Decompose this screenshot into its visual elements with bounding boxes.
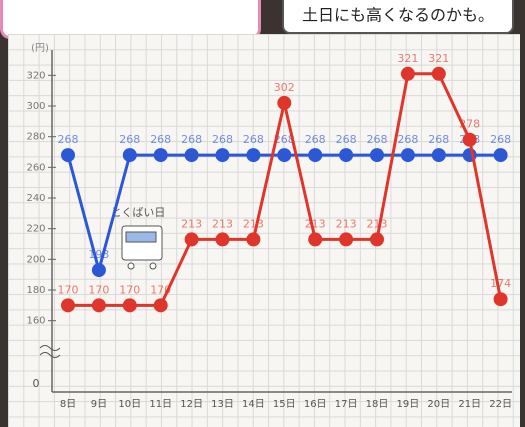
point	[215, 232, 230, 247]
value-label: 268	[305, 133, 326, 146]
point	[215, 148, 230, 163]
note-box	[282, 0, 514, 34]
value-label: 213	[212, 217, 233, 230]
value-label: 268	[274, 133, 295, 146]
value-label: 268	[58, 133, 79, 146]
point	[246, 232, 261, 247]
point	[184, 148, 199, 163]
value-label: 268	[243, 133, 264, 146]
point	[246, 148, 261, 163]
x-tick-label: 20日	[427, 399, 450, 410]
value-label: 170	[58, 283, 79, 296]
value-label: 268	[150, 133, 171, 146]
x-tick-label: 9日	[91, 399, 107, 410]
point	[277, 148, 292, 163]
y-tick-label: 200	[26, 254, 45, 265]
value-label: 170	[119, 283, 140, 296]
x-tick-label: 12日	[180, 399, 203, 410]
point	[493, 148, 508, 163]
point	[339, 148, 354, 163]
x-tick-label: 18日	[366, 399, 389, 410]
value-label: 268	[367, 133, 388, 146]
point	[308, 232, 323, 247]
point	[370, 148, 384, 163]
value-label: 268	[336, 133, 357, 146]
point	[431, 66, 446, 81]
y-tick-label: 220	[26, 224, 45, 235]
value-label: 213	[305, 217, 326, 230]
x-tick-label: 21日	[458, 399, 481, 410]
value-label: 268	[181, 133, 202, 146]
value-label: 193	[88, 248, 109, 261]
x-tick-label: 14日	[242, 399, 265, 410]
cart-icon	[121, 225, 163, 270]
x-tick-label: 10日	[118, 399, 141, 410]
value-label: 268	[428, 133, 449, 146]
x-tick-label: 11日	[149, 399, 172, 410]
point	[277, 95, 292, 110]
x-tick-label: 22日	[489, 399, 512, 410]
value-label: 321	[428, 52, 449, 65]
point	[61, 298, 75, 313]
value-label: 321	[397, 52, 418, 65]
point	[122, 148, 137, 163]
point	[122, 298, 137, 313]
point	[153, 298, 168, 313]
x-tick-label: 17日	[335, 399, 358, 410]
y-tick-label: 280	[26, 132, 45, 143]
point	[308, 148, 323, 163]
point	[493, 292, 508, 307]
y-origin-label: 0	[33, 377, 40, 390]
axis-break	[39, 345, 61, 358]
value-label: 213	[336, 217, 357, 230]
y-tick-label: 180	[26, 285, 45, 296]
x-tick-label: 13日	[211, 399, 234, 410]
point	[61, 148, 75, 163]
point	[153, 148, 168, 163]
point	[91, 298, 106, 313]
point	[339, 232, 354, 247]
x-tick-label: 16日	[304, 399, 327, 410]
value-label: 213	[367, 217, 388, 230]
point	[91, 263, 106, 278]
value-label: 268	[490, 133, 511, 146]
value-label: 174	[490, 277, 511, 290]
value-label: 170	[150, 283, 171, 296]
point	[400, 66, 415, 81]
annotation: 土日にも高くなるのかも。	[302, 6, 494, 25]
y-tick-label: 320	[26, 70, 45, 81]
value-label: 170	[88, 283, 109, 296]
sale-label: とくばい日	[111, 206, 166, 219]
point	[400, 148, 415, 163]
y-unit: (円)	[31, 43, 49, 54]
y-tick-label: 240	[26, 193, 45, 204]
point	[431, 148, 446, 163]
x-tick-label: 19日	[397, 399, 420, 410]
value-label: 278	[459, 118, 480, 131]
graph-paper	[8, 34, 520, 427]
y-tick-label: 160	[26, 316, 45, 327]
y-tick-label: 300	[26, 101, 45, 112]
value-label: 268	[212, 133, 233, 146]
point	[462, 132, 477, 147]
y-tick-label: 260	[26, 162, 45, 173]
x-tick-label: 8日	[60, 399, 76, 410]
value-label: 302	[274, 81, 295, 94]
value-label: 268	[119, 133, 140, 146]
value-label: 213	[243, 217, 264, 230]
x-tick-label: 15日	[273, 399, 296, 410]
point	[370, 232, 384, 247]
value-label: 268	[397, 133, 418, 146]
value-label: 213	[181, 217, 202, 230]
point	[184, 232, 199, 247]
